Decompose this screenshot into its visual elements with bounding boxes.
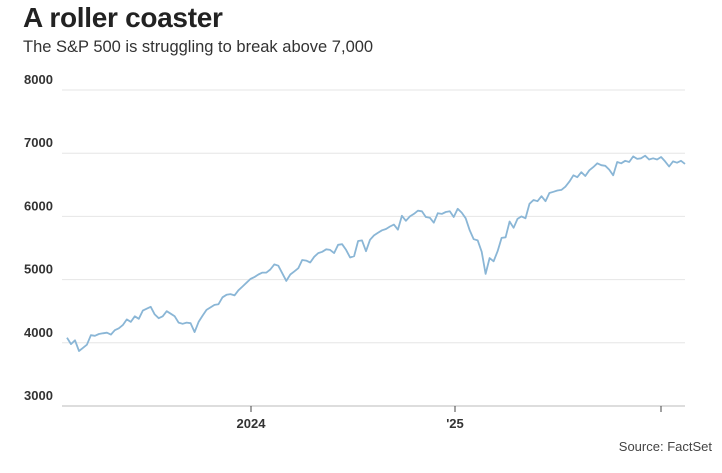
y-tick-label: 3000 <box>24 388 53 403</box>
y-tick-label: 8000 <box>24 72 53 87</box>
y-tick-label: 5000 <box>24 262 53 277</box>
chart-title: A roller coaster <box>23 2 223 33</box>
source-note: Source: FactSet <box>618 439 712 454</box>
series-line-0 <box>66 154 686 352</box>
y-tick-label: 6000 <box>24 198 53 213</box>
y-tick-label: 4000 <box>24 325 53 340</box>
x-tick-label: '25 <box>446 416 464 431</box>
chart-subtitle: The S&P 500 is struggling to break above… <box>23 38 374 56</box>
y-tick-label: 7000 <box>24 135 53 150</box>
x-tick-label: 2024 <box>237 416 267 431</box>
